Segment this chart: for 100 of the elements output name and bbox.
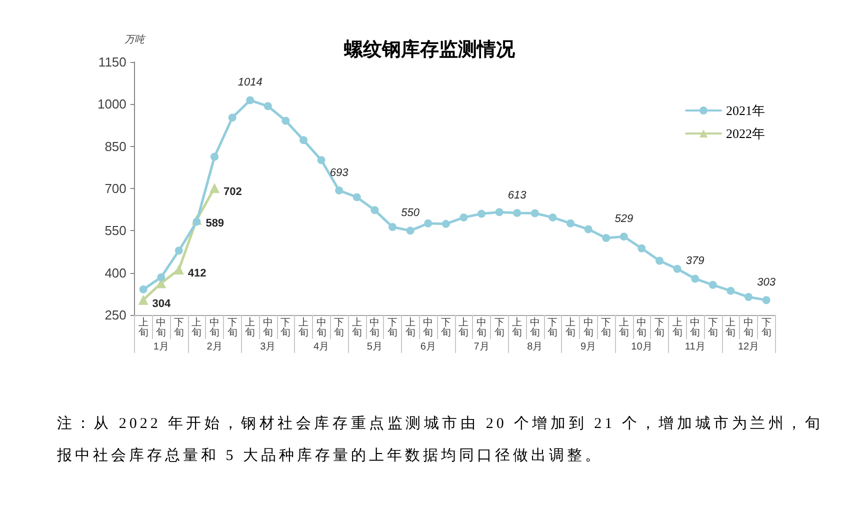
y-tick-label: 250 xyxy=(104,308,126,322)
x-tick-label: 下旬 xyxy=(548,318,558,338)
data-label: 613 xyxy=(508,189,528,202)
point xyxy=(210,182,220,193)
y-tick-label: 1000 xyxy=(97,96,126,112)
x-tick-label: 上旬 xyxy=(298,316,308,338)
legend-label: 2021年 xyxy=(726,103,765,118)
point xyxy=(300,136,308,144)
x-tick-label: 上旬 xyxy=(566,316,576,338)
x-tick-label: 中旬 xyxy=(636,316,647,338)
x-tick-label: 中旬 xyxy=(583,316,594,338)
x-tick-label: 下旬 xyxy=(440,318,451,338)
y-tick-label: 1150 xyxy=(98,54,126,70)
point xyxy=(157,273,166,282)
x-tick-label: 下旬 xyxy=(654,318,664,338)
x-tick-label: 上旬 xyxy=(512,316,522,338)
chart-title: 螺纹钢库存监测情况 xyxy=(343,38,516,60)
point xyxy=(138,294,148,305)
point xyxy=(691,274,700,283)
x-tick-label: 下旬 xyxy=(708,318,718,338)
y-axis-title: 万吨 xyxy=(124,34,146,46)
x-tick-label: 上旬 xyxy=(138,316,148,338)
point xyxy=(174,246,183,255)
point xyxy=(744,293,752,302)
y-tick-label: 700 xyxy=(104,181,126,196)
point xyxy=(352,193,361,202)
x-tick-label: 上旬 xyxy=(672,316,682,338)
x-tick-label: 中旬 xyxy=(530,316,540,338)
x-tick-label: 上旬 xyxy=(352,316,362,338)
point xyxy=(620,232,628,241)
point xyxy=(442,220,450,228)
text: 注：从 2022 年开始，钢材社会库存重点监测城市由 20 个增加到 21 个，增加城市为兰州，旬报中社会库存总量和 5 大品种库存量的上年数据均同口径做出调整。 xyxy=(57,414,823,466)
x-tick-label: 中旬 xyxy=(744,316,754,338)
point xyxy=(566,219,574,228)
data-label: 379 xyxy=(686,255,704,268)
point xyxy=(478,210,486,218)
text: 8月 xyxy=(527,342,543,352)
x-tick-label: 下旬 xyxy=(174,318,184,338)
x-tick-label: 上旬 xyxy=(726,316,736,338)
text: 7月 xyxy=(474,342,490,352)
text: 9月 xyxy=(580,342,596,352)
point xyxy=(530,209,539,218)
x-tick-label: 中旬 xyxy=(476,316,486,338)
data-label: 303 xyxy=(757,276,776,289)
y-tick-label: 550 xyxy=(104,223,126,238)
data-label: 529 xyxy=(614,213,634,226)
x-tick-label: 中旬 xyxy=(423,316,434,338)
point xyxy=(388,223,396,232)
point xyxy=(656,256,664,265)
point xyxy=(317,156,326,164)
point xyxy=(460,213,468,222)
y-tick-label: 850 xyxy=(104,138,126,154)
point xyxy=(708,280,717,289)
y-tick-label: 400 xyxy=(104,265,126,280)
x-tick-label: 上旬 xyxy=(458,316,469,338)
point xyxy=(406,226,414,235)
x-tick-label: 中旬 xyxy=(262,316,273,338)
point xyxy=(673,264,682,273)
x-tick-label: 上旬 xyxy=(618,316,629,338)
x-tick-label: 上旬 xyxy=(245,316,256,338)
text: 6月 xyxy=(420,342,436,352)
data-label: 702 xyxy=(224,186,242,198)
point xyxy=(228,114,236,122)
x-tick-label: 中旬 xyxy=(690,316,700,338)
x-tick-label: 上旬 xyxy=(405,316,416,338)
point xyxy=(513,208,522,217)
x-tick-label: 下旬 xyxy=(388,318,398,338)
x-tick-label: 中旬 xyxy=(316,316,326,338)
data-label: 1014 xyxy=(238,76,262,89)
data-label: 304 xyxy=(152,298,172,310)
x-tick-label: 上旬 xyxy=(192,316,202,338)
x-tick-label: 下旬 xyxy=(494,318,504,338)
data-label: 589 xyxy=(206,218,224,230)
text: 4月 xyxy=(314,342,330,352)
point xyxy=(602,234,610,242)
x-tick-label: 中旬 xyxy=(156,316,166,338)
point xyxy=(210,152,218,161)
text: 11月 xyxy=(684,342,706,352)
x-tick-label: 下旬 xyxy=(334,318,344,338)
point xyxy=(139,285,148,294)
x-tick-label: 中旬 xyxy=(370,316,380,338)
text: 1月 xyxy=(153,342,169,352)
point xyxy=(246,96,254,104)
point xyxy=(335,186,344,194)
point xyxy=(192,218,201,226)
point xyxy=(174,264,184,274)
data-label: 693 xyxy=(330,166,350,179)
point xyxy=(584,225,592,234)
data-label: 412 xyxy=(188,267,206,280)
point xyxy=(424,219,432,228)
point xyxy=(282,116,290,125)
x-tick-label: 下旬 xyxy=(761,318,772,338)
legend-label: 2022年 xyxy=(726,126,765,141)
point xyxy=(638,244,646,252)
text: 3月 xyxy=(260,342,276,352)
text: 12月 xyxy=(738,342,760,352)
point xyxy=(264,102,272,110)
x-tick-label: 中旬 xyxy=(210,316,220,338)
text: 2月 xyxy=(206,342,222,352)
text: 5月 xyxy=(366,342,382,352)
